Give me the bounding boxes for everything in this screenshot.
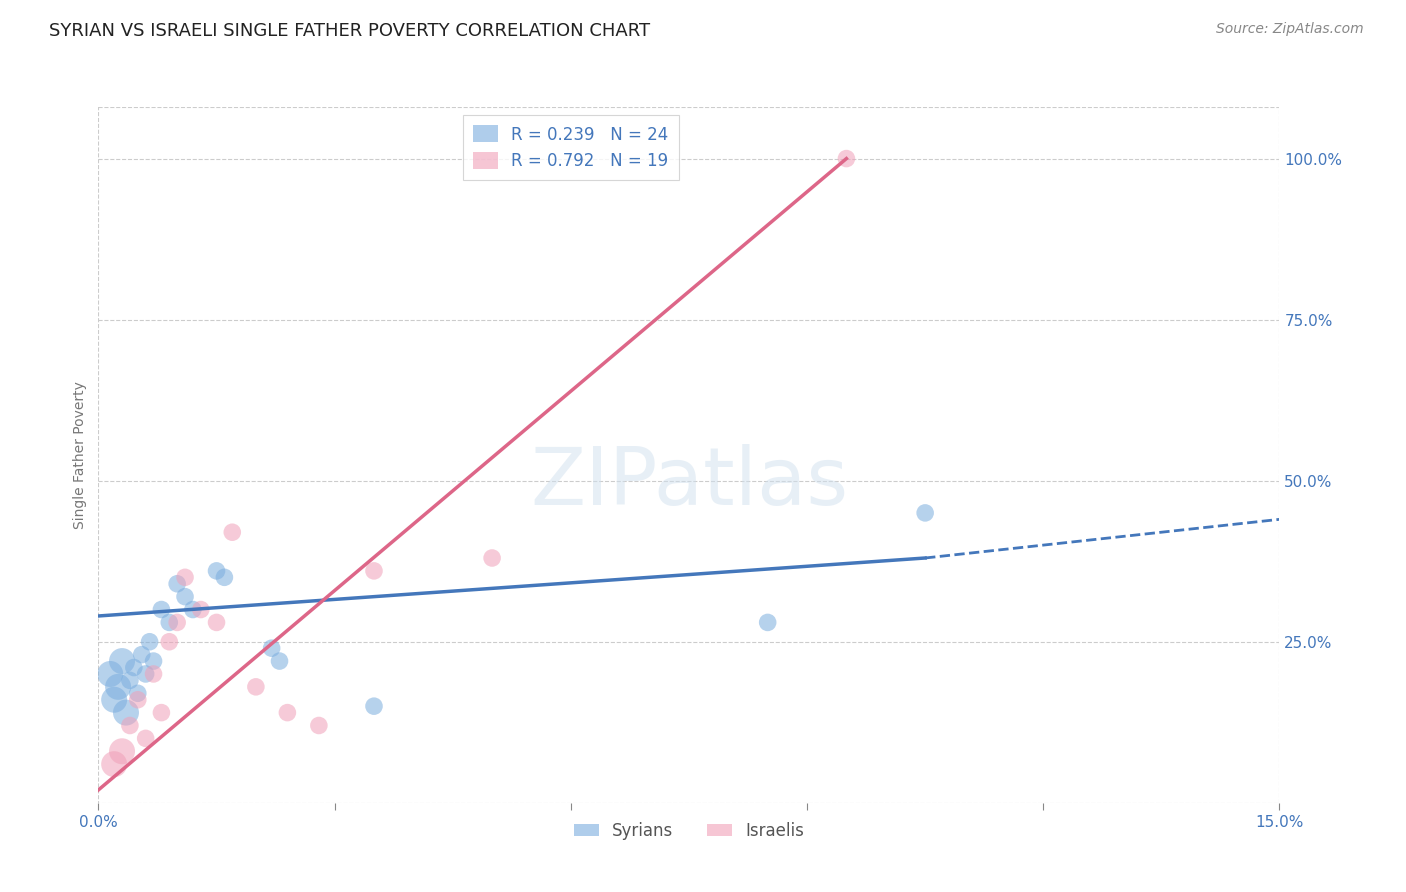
Text: ZIPatlas: ZIPatlas: [530, 443, 848, 522]
Text: Source: ZipAtlas.com: Source: ZipAtlas.com: [1216, 22, 1364, 37]
Point: [135, 731, 157, 746]
Point: [150, 706, 173, 720]
Point: [127, 692, 149, 706]
Point: [276, 706, 298, 720]
Point: [914, 506, 936, 520]
Point: [166, 615, 188, 630]
Point: [127, 686, 149, 700]
Point: [157, 634, 180, 648]
Point: [308, 718, 330, 732]
Point: [131, 648, 153, 662]
Point: [363, 699, 385, 714]
Point: [111, 654, 134, 668]
Point: [111, 744, 134, 758]
Point: [756, 615, 779, 630]
Point: [166, 576, 188, 591]
Point: [118, 673, 141, 688]
Text: SYRIAN VS ISRAELI SINGLE FATHER POVERTY CORRELATION CHART: SYRIAN VS ISRAELI SINGLE FATHER POVERTY …: [49, 22, 651, 40]
Point: [142, 654, 165, 668]
Point: [115, 706, 138, 720]
Point: [174, 590, 197, 604]
Point: [835, 152, 858, 166]
Point: [245, 680, 267, 694]
Point: [103, 692, 125, 706]
Point: [260, 641, 283, 656]
Point: [481, 551, 503, 566]
Point: [205, 615, 228, 630]
Point: [142, 667, 165, 681]
Y-axis label: Single Father Poverty: Single Father Poverty: [73, 381, 87, 529]
Point: [174, 570, 197, 584]
Point: [118, 718, 141, 732]
Point: [181, 602, 204, 616]
Point: [190, 602, 212, 616]
Point: [205, 564, 228, 578]
Point: [214, 570, 236, 584]
Point: [157, 615, 180, 630]
Point: [98, 667, 121, 681]
Point: [269, 654, 291, 668]
Point: [107, 680, 129, 694]
Point: [122, 660, 145, 674]
Point: [150, 602, 173, 616]
Point: [135, 667, 157, 681]
Point: [138, 634, 160, 648]
Point: [363, 564, 385, 578]
Point: [103, 757, 125, 772]
Legend: Syrians, Israelis: Syrians, Israelis: [567, 815, 811, 847]
Point: [221, 525, 243, 540]
